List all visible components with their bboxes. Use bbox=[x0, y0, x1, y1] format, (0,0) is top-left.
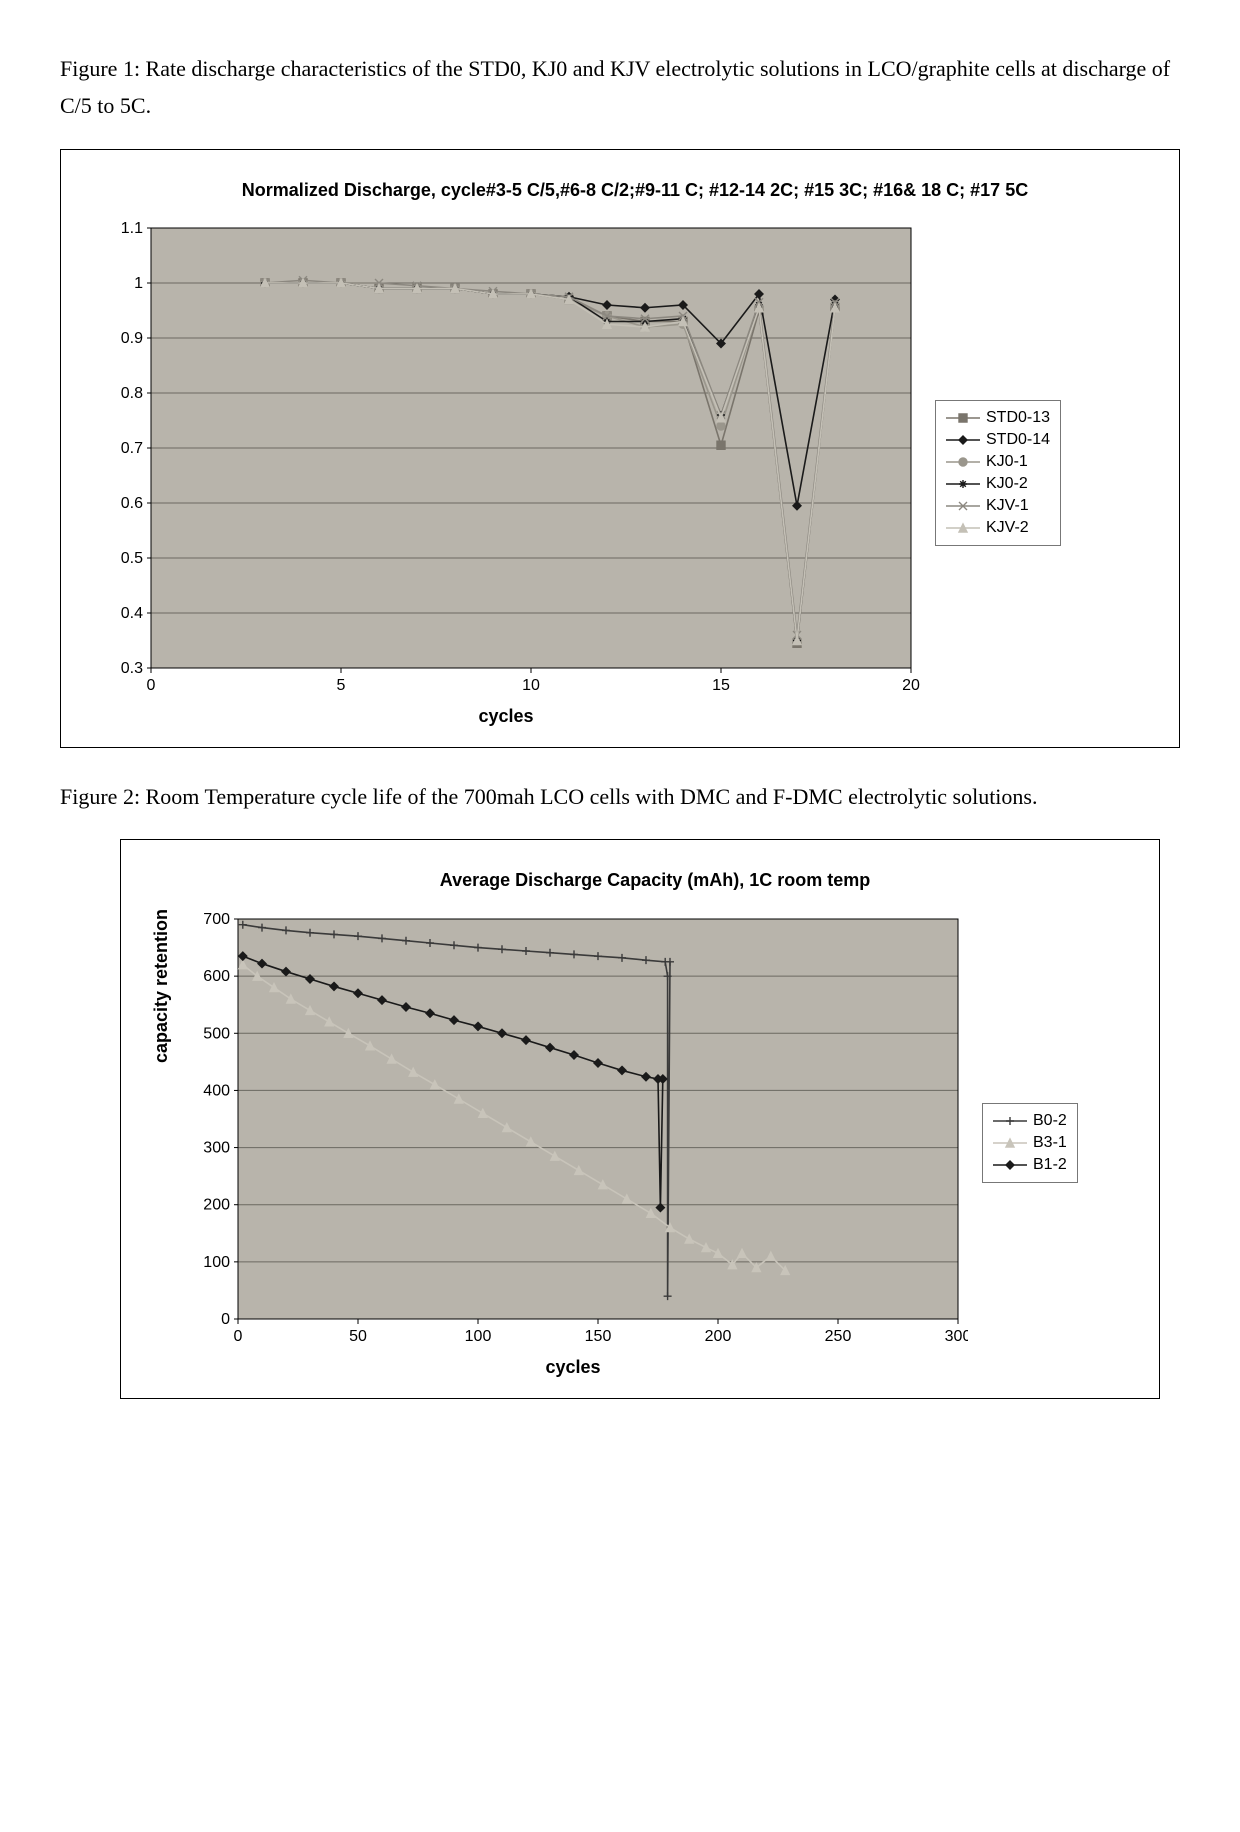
legend-item: B1-2 bbox=[993, 1154, 1067, 1176]
svg-text:1: 1 bbox=[134, 275, 143, 292]
figure1-xlabel: cycles bbox=[91, 706, 921, 727]
figure2-caption: Figure 2: Room Temperature cycle life of… bbox=[60, 778, 1180, 815]
figure2-chart: Average Discharge Capacity (mAh), 1C roo… bbox=[120, 839, 1160, 1398]
svg-text:250: 250 bbox=[825, 1328, 852, 1345]
legend-item: B0-2 bbox=[993, 1110, 1067, 1132]
svg-text:300: 300 bbox=[203, 1139, 230, 1156]
legend-label: B1-2 bbox=[1033, 1156, 1067, 1174]
svg-text:0: 0 bbox=[147, 677, 156, 694]
svg-text:1.1: 1.1 bbox=[121, 220, 143, 237]
legend-label: KJ0-1 bbox=[986, 453, 1028, 471]
svg-text:100: 100 bbox=[203, 1254, 230, 1271]
legend-item: STD0-13 bbox=[946, 407, 1050, 429]
svg-text:10: 10 bbox=[522, 677, 540, 694]
svg-text:0.6: 0.6 bbox=[121, 495, 143, 512]
svg-text:5: 5 bbox=[337, 677, 346, 694]
svg-text:0.5: 0.5 bbox=[121, 550, 143, 567]
svg-text:700: 700 bbox=[203, 911, 230, 928]
svg-text:300: 300 bbox=[945, 1328, 968, 1345]
svg-text:150: 150 bbox=[585, 1328, 612, 1345]
figure2-title: Average Discharge Capacity (mAh), 1C roo… bbox=[241, 868, 1069, 892]
svg-text:15: 15 bbox=[712, 677, 730, 694]
svg-text:600: 600 bbox=[203, 968, 230, 985]
svg-text:500: 500 bbox=[203, 1025, 230, 1042]
svg-text:0.7: 0.7 bbox=[121, 440, 143, 457]
svg-text:50: 50 bbox=[349, 1328, 367, 1345]
svg-text:400: 400 bbox=[203, 1082, 230, 1099]
svg-text:0.4: 0.4 bbox=[121, 605, 143, 622]
svg-text:200: 200 bbox=[705, 1328, 732, 1345]
svg-text:0.3: 0.3 bbox=[121, 660, 143, 677]
legend-label: STD0-14 bbox=[986, 431, 1050, 449]
figure2-xlabel: cycles bbox=[178, 1357, 968, 1378]
legend-label: B0-2 bbox=[1033, 1112, 1067, 1130]
legend-label: B3-1 bbox=[1033, 1134, 1067, 1152]
svg-text:0.9: 0.9 bbox=[121, 330, 143, 347]
figure2-legend: B0-2 B3-1 B1-2 bbox=[982, 1103, 1078, 1183]
legend-label: KJV-1 bbox=[986, 497, 1029, 515]
svg-text:200: 200 bbox=[203, 1196, 230, 1213]
legend-item: B3-1 bbox=[993, 1132, 1067, 1154]
figure1-caption: Figure 1: Rate discharge characteristics… bbox=[60, 50, 1180, 125]
legend-label: STD0-13 bbox=[986, 409, 1050, 427]
figure2-plot: 0 100 200 300 400 500 600 700 0 50 100 150 200 250 300 bbox=[178, 909, 968, 1349]
figure1-chart: Normalized Discharge, cycle#3-5 C/5,#6-8… bbox=[60, 149, 1180, 748]
legend-item: KJ0-1 bbox=[946, 451, 1050, 473]
figure1-plot: 0.3 0.4 0.5 0.6 0.7 0.8 0.9 1 1.1 0 5 10 15 20 bbox=[91, 218, 921, 698]
figure2-ylabel: capacity retention bbox=[151, 909, 172, 1063]
legend-item: KJV-2 bbox=[946, 517, 1050, 539]
svg-text:0.8: 0.8 bbox=[121, 385, 143, 402]
svg-text:100: 100 bbox=[465, 1328, 492, 1345]
legend-item: KJV-1 bbox=[946, 495, 1050, 517]
legend-label: KJ0-2 bbox=[986, 475, 1028, 493]
figure1-legend: STD0-13 STD0-14 KJ0-1 KJ0-2 KJV-1 KJV-2 bbox=[935, 400, 1061, 546]
legend-label: KJV-2 bbox=[986, 519, 1029, 537]
legend-item: KJ0-2 bbox=[946, 473, 1050, 495]
svg-text:20: 20 bbox=[902, 677, 920, 694]
svg-text:0: 0 bbox=[221, 1311, 230, 1328]
figure1-title: Normalized Discharge, cycle#3-5 C/5,#6-8… bbox=[181, 178, 1089, 202]
svg-text:0: 0 bbox=[234, 1328, 243, 1345]
legend-item: STD0-14 bbox=[946, 429, 1050, 451]
